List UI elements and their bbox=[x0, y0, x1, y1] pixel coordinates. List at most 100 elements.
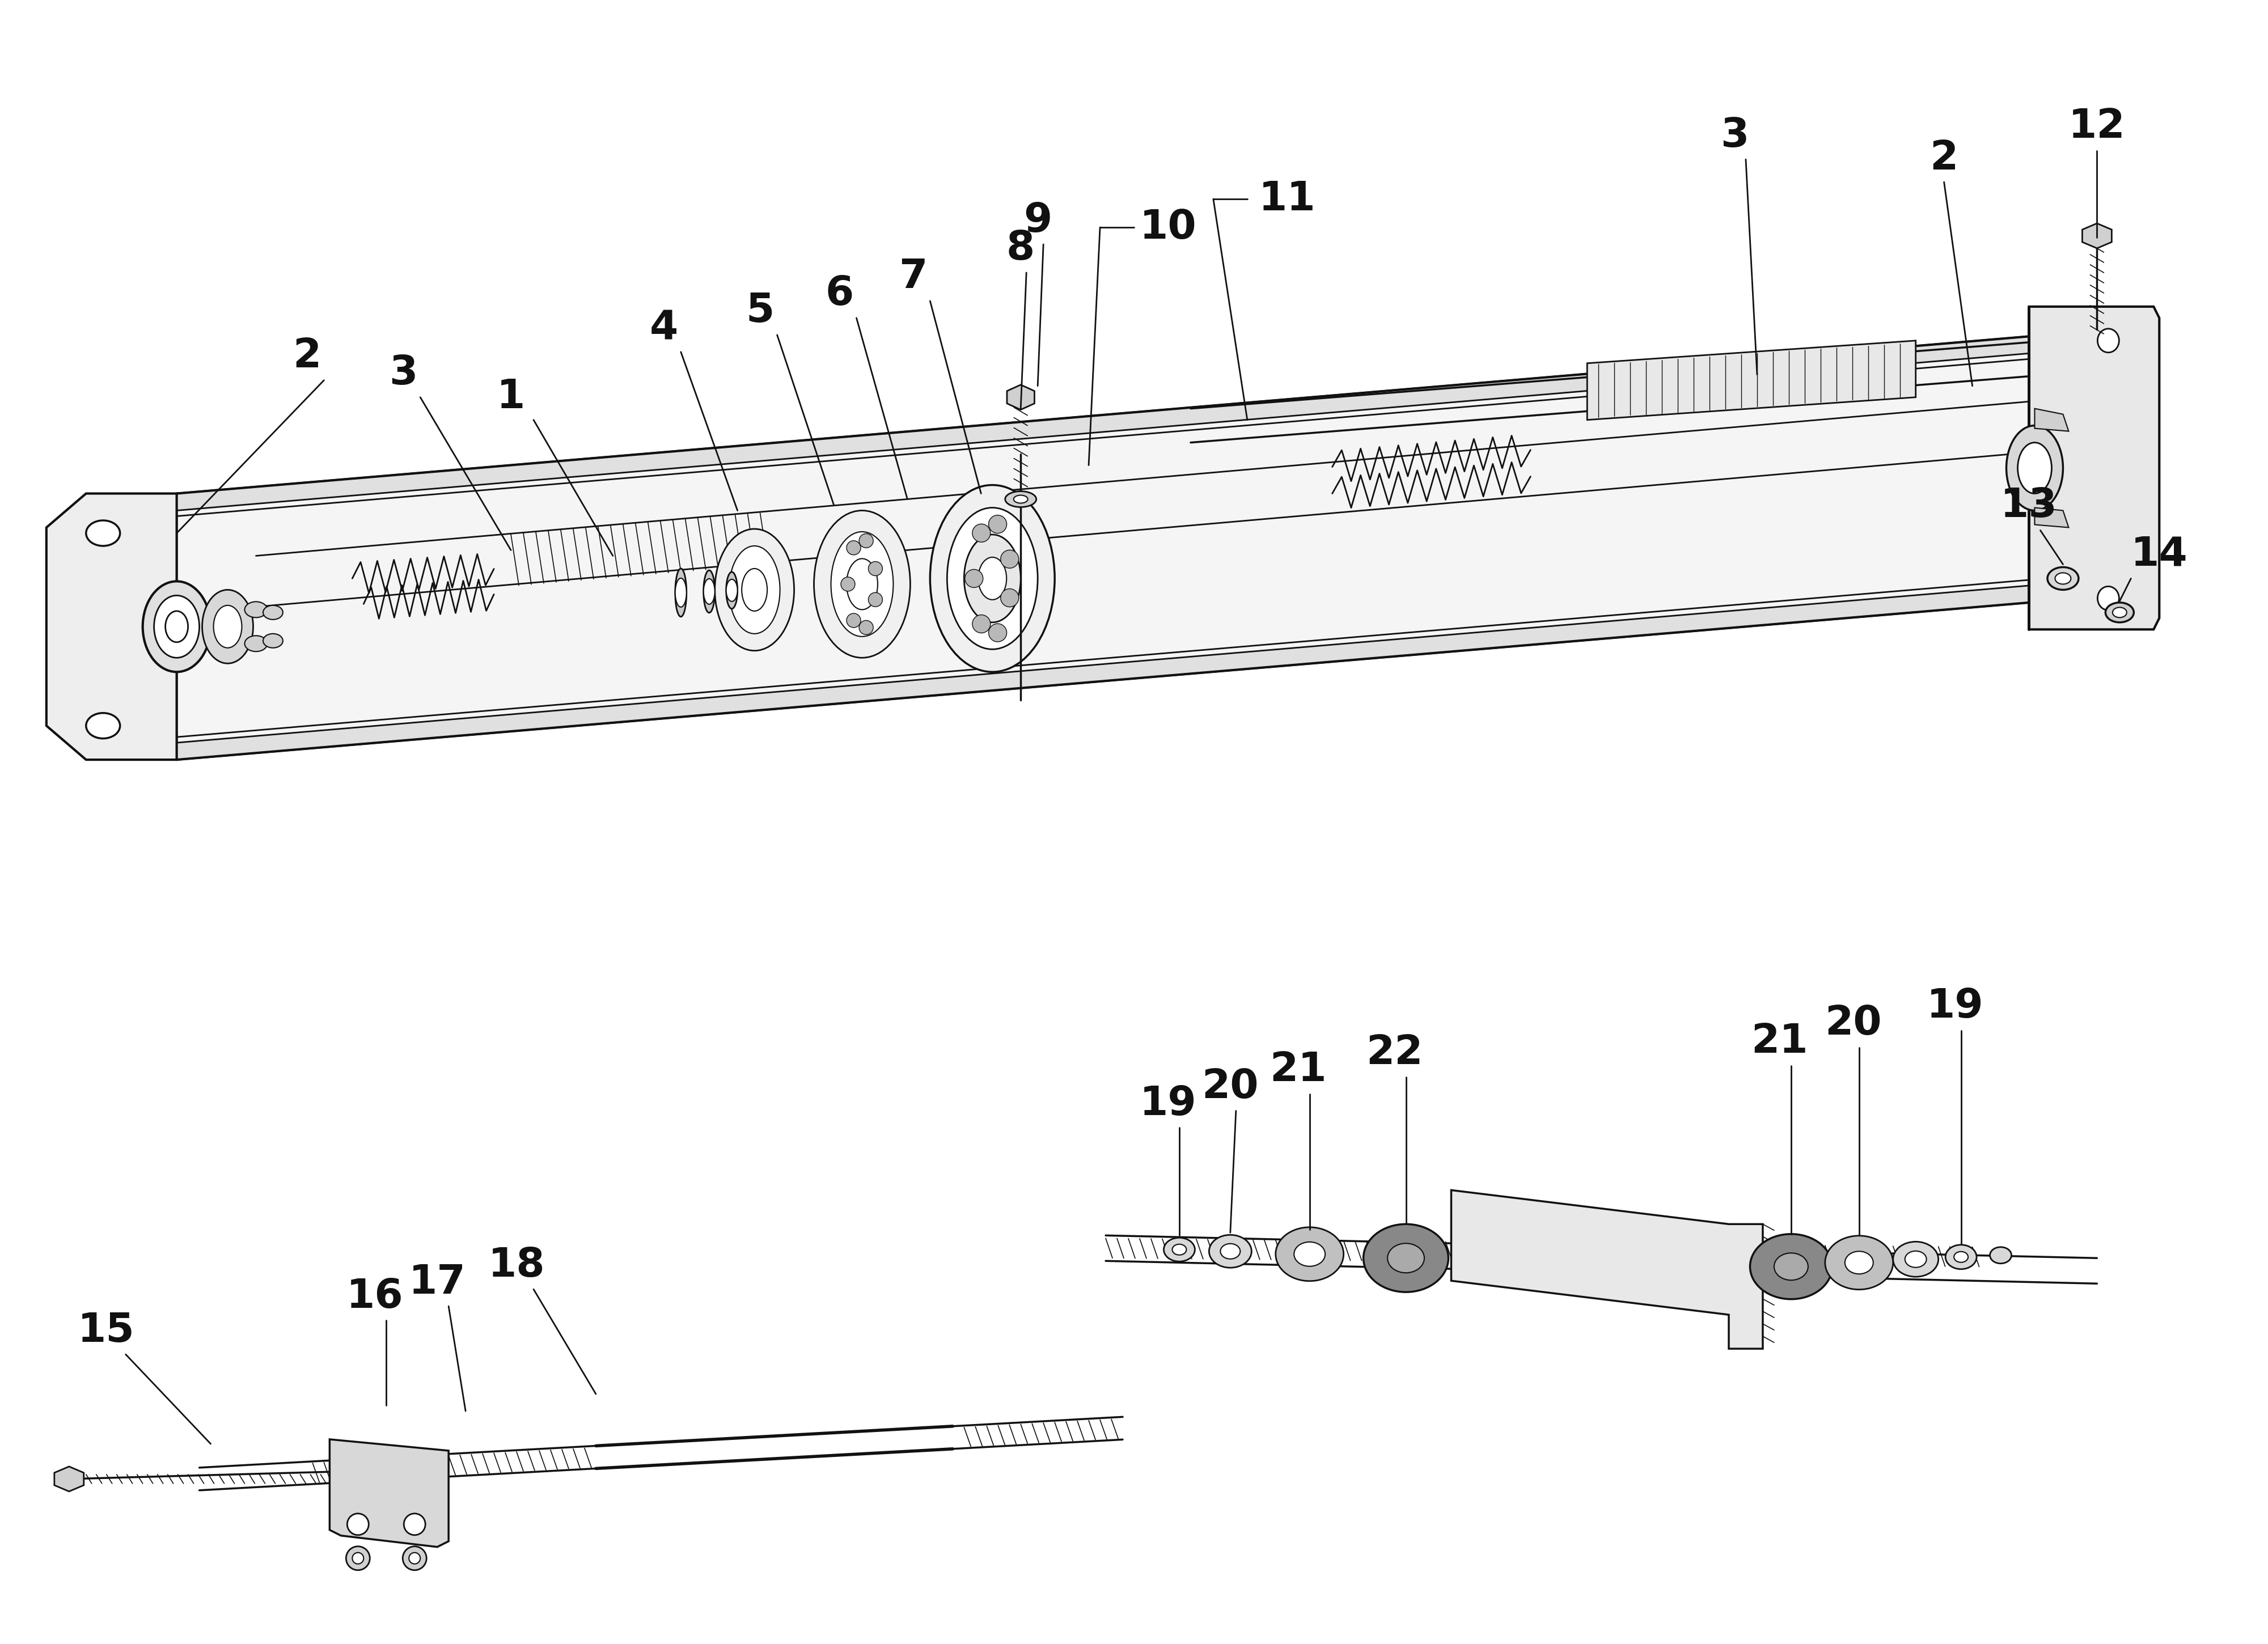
Polygon shape bbox=[329, 1440, 449, 1547]
Text: 7: 7 bbox=[898, 258, 928, 296]
Ellipse shape bbox=[2048, 567, 2077, 590]
Ellipse shape bbox=[726, 572, 737, 608]
Text: 14: 14 bbox=[2130, 536, 2189, 574]
Text: 21: 21 bbox=[1751, 1023, 1808, 1062]
Text: 8: 8 bbox=[1007, 229, 1034, 268]
Ellipse shape bbox=[1989, 1248, 2012, 1264]
Ellipse shape bbox=[676, 579, 687, 607]
Text: 11: 11 bbox=[1259, 179, 1315, 219]
Ellipse shape bbox=[1388, 1243, 1424, 1272]
Polygon shape bbox=[54, 1466, 84, 1491]
Ellipse shape bbox=[973, 615, 991, 633]
Text: 22: 22 bbox=[1365, 1034, 1422, 1072]
Ellipse shape bbox=[728, 546, 780, 633]
Ellipse shape bbox=[154, 595, 200, 658]
Polygon shape bbox=[177, 335, 2046, 760]
Polygon shape bbox=[1007, 385, 1034, 409]
Ellipse shape bbox=[2112, 607, 2127, 618]
Ellipse shape bbox=[846, 559, 878, 610]
Text: 19: 19 bbox=[1928, 986, 1984, 1026]
Ellipse shape bbox=[989, 515, 1007, 533]
Ellipse shape bbox=[846, 541, 862, 556]
Text: 21: 21 bbox=[1270, 1051, 1327, 1090]
Ellipse shape bbox=[1209, 1235, 1252, 1268]
Ellipse shape bbox=[1946, 1245, 1978, 1269]
Ellipse shape bbox=[1173, 1245, 1186, 1254]
Text: 1: 1 bbox=[497, 378, 526, 418]
Ellipse shape bbox=[742, 569, 767, 612]
Text: 10: 10 bbox=[1139, 207, 1198, 247]
Text: 4: 4 bbox=[649, 309, 678, 347]
Polygon shape bbox=[1452, 1190, 1762, 1348]
Text: 13: 13 bbox=[2000, 487, 2057, 526]
Text: 3: 3 bbox=[1719, 117, 1749, 155]
Polygon shape bbox=[177, 335, 2046, 511]
Ellipse shape bbox=[2105, 603, 2134, 623]
Polygon shape bbox=[177, 584, 2046, 760]
Ellipse shape bbox=[86, 521, 120, 546]
Text: 19: 19 bbox=[1139, 1085, 1198, 1123]
Ellipse shape bbox=[973, 524, 991, 543]
Ellipse shape bbox=[869, 562, 882, 575]
Ellipse shape bbox=[1000, 551, 1018, 569]
Ellipse shape bbox=[830, 531, 894, 636]
Text: 17: 17 bbox=[408, 1263, 465, 1302]
Ellipse shape bbox=[347, 1547, 370, 1570]
Ellipse shape bbox=[860, 620, 873, 635]
Ellipse shape bbox=[930, 485, 1055, 672]
Ellipse shape bbox=[978, 557, 1007, 600]
Ellipse shape bbox=[86, 713, 120, 738]
Ellipse shape bbox=[2098, 329, 2118, 352]
Ellipse shape bbox=[1826, 1236, 1894, 1289]
Text: 18: 18 bbox=[488, 1246, 544, 1286]
Ellipse shape bbox=[404, 1547, 426, 1570]
Ellipse shape bbox=[2098, 587, 2118, 610]
Ellipse shape bbox=[143, 582, 211, 672]
Ellipse shape bbox=[1751, 1235, 1833, 1299]
Ellipse shape bbox=[846, 613, 862, 628]
Ellipse shape bbox=[263, 633, 284, 648]
Ellipse shape bbox=[989, 623, 1007, 641]
Ellipse shape bbox=[2019, 442, 2053, 493]
Text: 6: 6 bbox=[826, 275, 853, 314]
Text: 15: 15 bbox=[77, 1310, 134, 1350]
Ellipse shape bbox=[703, 570, 714, 613]
Ellipse shape bbox=[1363, 1225, 1449, 1292]
Ellipse shape bbox=[347, 1514, 370, 1535]
Text: 5: 5 bbox=[746, 291, 773, 330]
Ellipse shape bbox=[408, 1552, 420, 1563]
Ellipse shape bbox=[352, 1552, 363, 1563]
Polygon shape bbox=[1588, 340, 1916, 419]
Ellipse shape bbox=[2055, 572, 2071, 584]
Ellipse shape bbox=[1000, 589, 1018, 607]
Ellipse shape bbox=[1774, 1253, 1808, 1281]
Ellipse shape bbox=[676, 569, 687, 616]
Polygon shape bbox=[45, 493, 177, 760]
Text: 16: 16 bbox=[347, 1277, 404, 1317]
Text: 20: 20 bbox=[1826, 1004, 1882, 1044]
Ellipse shape bbox=[726, 579, 737, 602]
Polygon shape bbox=[2034, 508, 2068, 528]
Text: 12: 12 bbox=[2068, 107, 2125, 146]
Ellipse shape bbox=[1295, 1241, 1325, 1266]
Ellipse shape bbox=[1905, 1251, 1926, 1268]
Ellipse shape bbox=[948, 508, 1039, 649]
Ellipse shape bbox=[2007, 426, 2064, 511]
Ellipse shape bbox=[1955, 1251, 1969, 1263]
Ellipse shape bbox=[964, 569, 982, 587]
Ellipse shape bbox=[404, 1514, 426, 1535]
Text: 20: 20 bbox=[1202, 1067, 1259, 1106]
Ellipse shape bbox=[245, 602, 268, 618]
Text: 9: 9 bbox=[1023, 201, 1052, 240]
Polygon shape bbox=[2034, 409, 2068, 431]
Ellipse shape bbox=[166, 612, 188, 643]
Polygon shape bbox=[2082, 224, 2112, 248]
Ellipse shape bbox=[841, 577, 855, 592]
Text: 2: 2 bbox=[1930, 138, 1957, 178]
Ellipse shape bbox=[814, 511, 909, 658]
Ellipse shape bbox=[964, 534, 1021, 623]
Text: 2: 2 bbox=[293, 337, 322, 376]
Ellipse shape bbox=[1894, 1241, 1939, 1277]
Ellipse shape bbox=[703, 579, 714, 605]
Ellipse shape bbox=[1014, 495, 1027, 503]
